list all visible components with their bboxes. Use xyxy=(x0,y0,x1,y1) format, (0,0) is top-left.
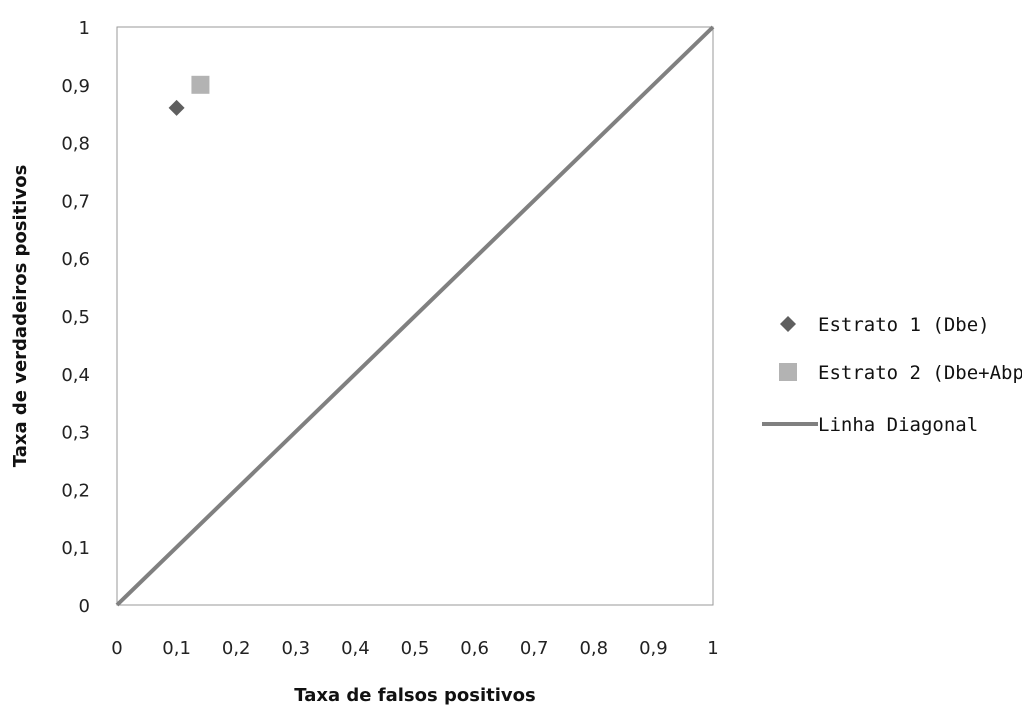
diagonal-line xyxy=(115,25,715,607)
y-tick-label: 0,8 xyxy=(61,134,90,155)
y-tick-label: 1 xyxy=(79,18,90,39)
legend-label: Estrato 2 (Dbe+Abp) xyxy=(818,362,1022,384)
legend-label: Estrato 1 (Dbe) xyxy=(818,314,990,336)
y-tick-label: 0,3 xyxy=(61,423,90,444)
y-tick-label: 0,6 xyxy=(61,249,90,270)
y-tick-label: 0,4 xyxy=(61,365,90,386)
y-tick-label: 0 xyxy=(79,596,90,617)
y-tick-label: 0,5 xyxy=(61,307,90,328)
y-tick-label: 0,9 xyxy=(61,76,90,97)
x-tick-label: 0,2 xyxy=(222,638,251,659)
x-tick-label: 0,8 xyxy=(579,638,608,659)
x-tick-label: 0,4 xyxy=(341,638,370,659)
data-point-series-1 xyxy=(168,99,185,116)
legend: Estrato 1 (Dbe) Estrato 2 (Dbe+Abp) Linha … xyxy=(762,314,1022,436)
y-axis-ticks: 0 0,1 0,2 0,3 0,4 0,5 0,6 0,7 0,8 0,9 1 xyxy=(61,18,90,617)
x-tick-label: 0,1 xyxy=(162,638,191,659)
x-tick-label: 0,9 xyxy=(639,638,668,659)
x-tick-label: 0,5 xyxy=(401,638,430,659)
x-tick-label: 1 xyxy=(707,638,718,659)
y-tick-label: 0,2 xyxy=(61,480,90,501)
x-tick-label: 0 xyxy=(111,638,122,659)
legend-label: Linha Diagonal xyxy=(818,414,978,436)
x-axis-title: Taxa de falsos positivos xyxy=(294,685,535,706)
x-tick-label: 0,3 xyxy=(281,638,310,659)
y-axis-title: Taxa de verdadeiros positivos xyxy=(10,165,31,468)
y-tick-label: 0,7 xyxy=(61,191,90,212)
x-tick-label: 0,6 xyxy=(460,638,489,659)
data-point-series-2 xyxy=(191,75,210,94)
x-axis-ticks: 0 0,1 0,2 0,3 0,4 0,5 0,6 0,7 0,8 0,9 1 xyxy=(111,638,718,659)
y-tick-label: 0,1 xyxy=(61,538,90,559)
legend-marker-diamond xyxy=(780,316,796,332)
series-layer xyxy=(115,25,715,607)
legend-marker-square xyxy=(779,363,797,381)
x-tick-label: 0,7 xyxy=(520,638,549,659)
